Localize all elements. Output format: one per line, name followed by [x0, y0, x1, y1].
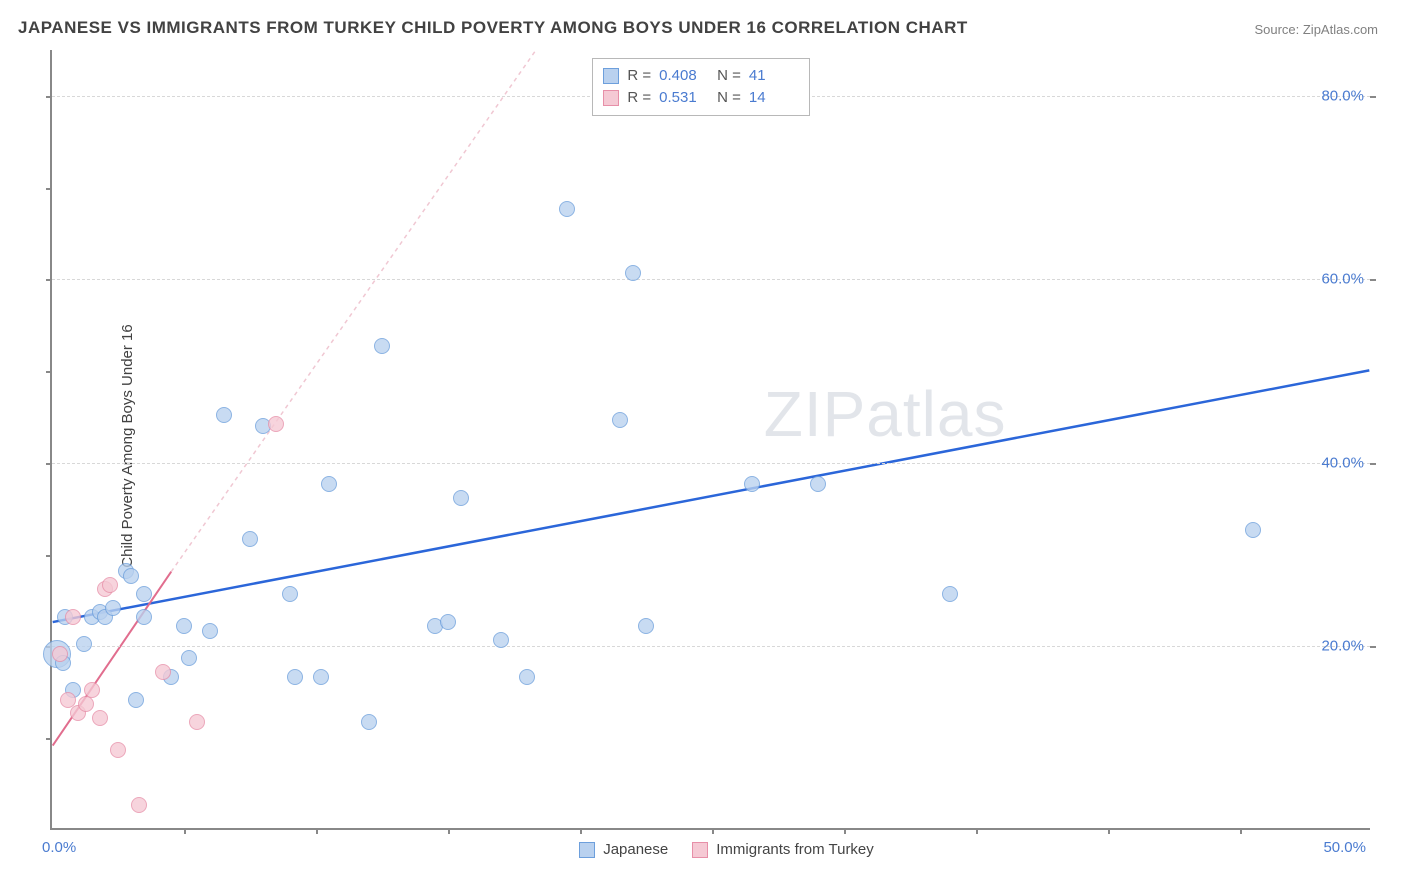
data-point	[102, 577, 118, 593]
data-point	[181, 650, 197, 666]
legend-label: Immigrants from Turkey	[716, 841, 874, 858]
y-tick-label: 20.0%	[1321, 638, 1364, 655]
data-point	[128, 692, 144, 708]
correlation-legend: R = 0.408 N = 41 R = 0.531 N = 14	[592, 58, 810, 116]
data-point	[136, 586, 152, 602]
data-point	[202, 623, 218, 639]
gridline	[52, 463, 1370, 464]
x-tick-mark	[580, 828, 582, 834]
y-tick-label: 80.0%	[1321, 87, 1364, 104]
data-point	[131, 797, 147, 813]
data-point	[52, 646, 68, 662]
data-point	[65, 609, 81, 625]
data-point	[559, 201, 575, 217]
y-tick-mark-left	[46, 555, 52, 557]
data-point	[942, 586, 958, 602]
data-point	[810, 476, 826, 492]
data-point	[282, 586, 298, 602]
data-point	[287, 669, 303, 685]
data-point	[105, 600, 121, 616]
x-tick-mark	[1108, 828, 1110, 834]
trend-lines-layer	[52, 50, 1370, 828]
data-point	[519, 669, 535, 685]
y-tick-label: 60.0%	[1321, 271, 1364, 288]
r-value: 0.408	[659, 65, 709, 87]
data-point	[374, 338, 390, 354]
x-tick-max: 50.0%	[1323, 839, 1366, 856]
chart-title: JAPANESE VS IMMIGRANTS FROM TURKEY CHILD…	[18, 18, 968, 38]
legend-swatch	[603, 68, 619, 84]
y-tick-label: 40.0%	[1321, 454, 1364, 471]
y-tick-mark-left	[46, 96, 52, 98]
y-tick-mark	[1370, 279, 1376, 281]
plot-area: ZIPatlas 0.0% 50.0% 20.0%40.0%60.0%80.0%…	[50, 50, 1370, 830]
data-point	[321, 476, 337, 492]
trend-line	[53, 572, 171, 746]
x-tick-mark	[448, 828, 450, 834]
data-point	[625, 265, 641, 281]
x-tick-min: 0.0%	[42, 839, 76, 856]
n-value: 41	[749, 65, 799, 87]
gridline	[52, 646, 1370, 647]
data-point	[76, 636, 92, 652]
data-point	[453, 490, 469, 506]
data-point	[440, 614, 456, 630]
y-tick-mark	[1370, 96, 1376, 98]
data-point	[155, 664, 171, 680]
legend-row: R = 0.531 N = 14	[603, 87, 799, 109]
x-tick-mark	[184, 828, 186, 834]
y-tick-mark	[1370, 463, 1376, 465]
data-point	[612, 412, 628, 428]
y-tick-mark-left	[46, 738, 52, 740]
x-tick-mark	[316, 828, 318, 834]
legend-swatch	[579, 842, 595, 858]
trend-line	[53, 370, 1370, 622]
r-label: R =	[627, 87, 651, 109]
legend-item: Japanese	[579, 841, 668, 858]
data-point	[268, 416, 284, 432]
data-point	[1245, 522, 1261, 538]
x-tick-mark	[976, 828, 978, 834]
series-legend: Japanese Immigrants from Turkey	[579, 841, 874, 858]
y-tick-mark-left	[46, 371, 52, 373]
data-point	[60, 692, 76, 708]
y-tick-mark-left	[46, 188, 52, 190]
data-point	[638, 618, 654, 634]
gridline	[52, 279, 1370, 280]
data-point	[84, 682, 100, 698]
y-tick-mark-left	[46, 279, 52, 281]
r-value: 0.531	[659, 87, 709, 109]
data-point	[136, 609, 152, 625]
source-label: Source: ZipAtlas.com	[1254, 22, 1378, 37]
legend-swatch	[603, 90, 619, 106]
data-point	[78, 696, 94, 712]
data-point	[110, 742, 126, 758]
data-point	[189, 714, 205, 730]
r-label: R =	[627, 65, 651, 87]
x-tick-mark	[844, 828, 846, 834]
legend-row: R = 0.408 N = 41	[603, 65, 799, 87]
n-value: 14	[749, 87, 799, 109]
x-tick-mark	[1240, 828, 1242, 834]
legend-item: Immigrants from Turkey	[692, 841, 874, 858]
data-point	[361, 714, 377, 730]
data-point	[744, 476, 760, 492]
data-point	[216, 407, 232, 423]
n-label: N =	[717, 65, 741, 87]
data-point	[493, 632, 509, 648]
data-point	[123, 568, 139, 584]
x-tick-mark	[712, 828, 714, 834]
n-label: N =	[717, 87, 741, 109]
data-point	[92, 710, 108, 726]
legend-swatch	[692, 842, 708, 858]
legend-label: Japanese	[603, 841, 668, 858]
data-point	[313, 669, 329, 685]
y-tick-mark	[1370, 646, 1376, 648]
data-point	[242, 531, 258, 547]
trend-line-extension	[171, 50, 536, 572]
data-point	[176, 618, 192, 634]
y-tick-mark-left	[46, 463, 52, 465]
